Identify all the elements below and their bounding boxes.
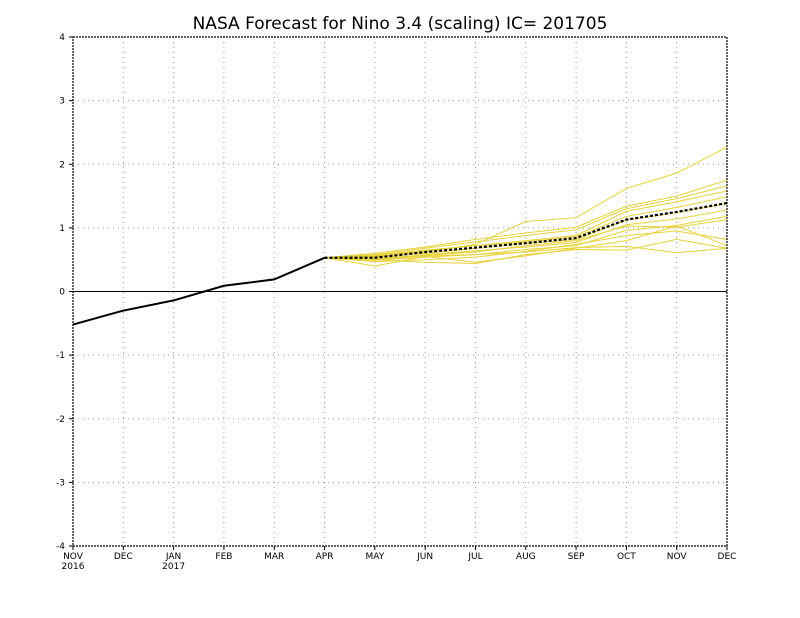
y-tick-label: -3 — [56, 478, 65, 488]
ensemble-member-line — [324, 225, 728, 267]
y-axis: -4 -3 -2 -1 0 1 2 3 4 — [56, 33, 73, 552]
observed-series — [72, 256, 325, 326]
y-tick-label: 0 — [59, 288, 65, 298]
x-tick-label: DEC — [114, 552, 133, 562]
x-tick-label: AUG — [516, 552, 536, 562]
x-tick-label: NOV — [667, 552, 688, 562]
ensemble-mean-line — [324, 201, 728, 259]
ensemble-member-line — [324, 238, 728, 265]
ensemble-member-line — [324, 245, 728, 261]
y-tick-label: -2 — [56, 415, 65, 425]
ensemble-members — [324, 146, 728, 267]
x-tick-label: DEC — [718, 552, 737, 562]
ensemble-member-line — [324, 196, 728, 259]
y-tick-label: 1 — [59, 224, 65, 234]
x-tick-label: MAY — [365, 552, 384, 562]
ensemble-member-line — [324, 185, 728, 259]
x-tick-label: MAR — [264, 552, 284, 562]
y-tick-label: 2 — [59, 160, 65, 170]
x-tick-label: OCT — [617, 552, 636, 562]
y-tick-label: -4 — [56, 542, 65, 552]
x-tick-label: NOV — [63, 552, 84, 562]
x-tick-label: FEB — [215, 552, 232, 562]
x-tick-label: APR — [316, 552, 334, 562]
observed-line — [72, 256, 325, 326]
ensemble-member-line — [324, 179, 728, 259]
x-tick-label: JUL — [467, 552, 482, 562]
x-tick-label: JAN — [165, 552, 181, 562]
chart-title: NASA Forecast for Nino 3.4 (scaling) IC=… — [193, 14, 608, 34]
y-tick-label: 3 — [59, 97, 65, 107]
ensemble-member-line — [324, 219, 728, 259]
x-tick-label: JUN — [416, 552, 433, 562]
y-tick-label: -1 — [56, 351, 65, 361]
ensemble-member-line — [324, 190, 728, 259]
x-tick-year-label: 2016 — [62, 562, 85, 572]
x-tick-year-label: 2017 — [162, 562, 185, 572]
y-tick-label: 4 — [59, 33, 65, 43]
ensemble-mean-series — [324, 201, 728, 259]
x-tick-label: SEP — [568, 552, 585, 562]
